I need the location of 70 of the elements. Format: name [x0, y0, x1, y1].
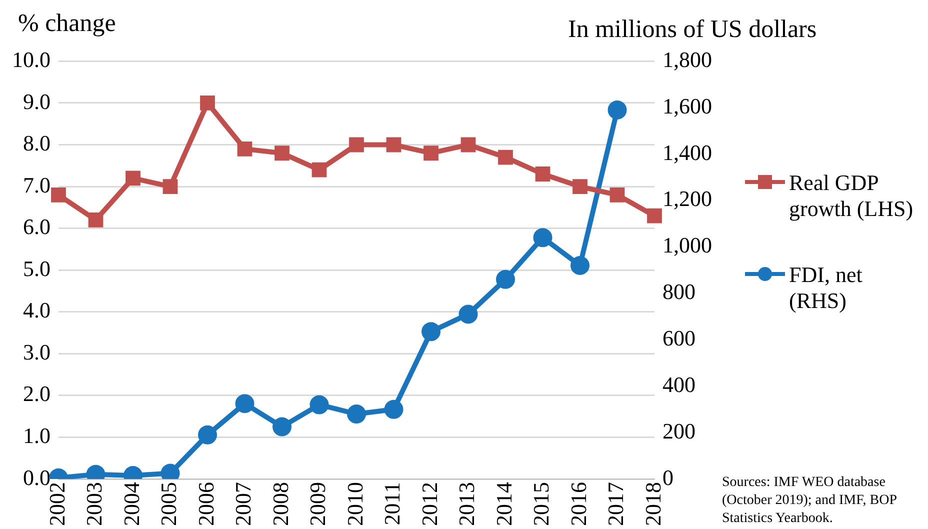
point	[126, 170, 140, 186]
point	[347, 404, 366, 424]
x-tick-label: 2006	[193, 482, 218, 526]
x-tick-label: 2009	[305, 482, 330, 526]
y2-tick-label: 400	[662, 372, 696, 397]
point	[312, 162, 327, 178]
x-tick-label: 2007	[230, 482, 256, 526]
x-tick-label: 2011	[380, 482, 405, 526]
point	[200, 96, 215, 110]
point	[237, 141, 252, 156]
point	[533, 228, 552, 248]
x-tick-label: 2004	[118, 482, 144, 526]
x-tick-label: 2016	[566, 482, 591, 526]
point	[458, 304, 478, 324]
point	[424, 146, 438, 161]
point	[349, 137, 364, 152]
y-tick-label: 9.0	[23, 88, 50, 114]
y-tick-label: 3.0	[23, 339, 50, 364]
y-tick-label: 5.0	[23, 256, 50, 281]
point	[198, 425, 217, 444]
point	[570, 256, 590, 275]
y-tick-label: 4.0	[23, 298, 50, 323]
point	[274, 146, 290, 161]
y2-tick-label: 600	[662, 326, 696, 351]
point	[647, 208, 662, 224]
y-tick-label: 7.0	[23, 172, 50, 198]
point	[88, 212, 104, 228]
x-tick-label: 2014	[491, 482, 516, 526]
y-tick-label: 10.0	[12, 46, 50, 72]
y2-tick-label: 1,800	[662, 46, 712, 72]
point	[498, 150, 513, 165]
legend-label: FDI, net (RHS)	[789, 262, 864, 314]
y-tick-label: 1.0	[23, 423, 50, 448]
y-tick-label: 6.0	[23, 214, 50, 240]
y2-tick-label: 1,600	[662, 93, 712, 118]
source-note: Sources: IMF WEO database (October 2019); and IMF, BOP Statistics Yearbook.	[722, 474, 898, 528]
legend-label: Real GDP growth (LHS)	[789, 170, 914, 222]
point	[460, 137, 476, 152]
y2-tick-label: 1,400	[662, 140, 712, 165]
y-axis-title: % change	[18, 10, 116, 38]
y-tick-label: 8.0	[23, 130, 50, 156]
point	[272, 417, 292, 436]
point	[310, 395, 329, 414]
point	[384, 400, 404, 419]
point	[162, 179, 178, 194]
y2-axis-title: In millions of US dollars	[568, 16, 817, 44]
point	[610, 187, 625, 202]
point	[51, 187, 66, 202]
y2-tick-label: 1,000	[662, 232, 712, 258]
x-tick-label: 2017	[603, 482, 628, 526]
y2-tick-label: 200	[662, 418, 696, 444]
x-tick-label: 2018	[640, 482, 666, 526]
point	[496, 270, 515, 289]
x-tick-label: 2015	[528, 482, 554, 526]
x-tick-label: 2013	[454, 482, 480, 526]
x-tick-label: 2012	[416, 482, 442, 526]
x-tick-label: 2008	[268, 482, 293, 526]
y2-tick-label: 800	[662, 279, 696, 304]
point	[572, 179, 588, 194]
point	[386, 137, 402, 152]
x-tick-label: 2010	[342, 482, 368, 526]
point	[235, 394, 254, 414]
x-tick-label: 2005	[156, 482, 182, 526]
x-tick-label: 2003	[82, 482, 107, 526]
y2-tick-label: 1,200	[662, 186, 712, 212]
point	[535, 166, 550, 182]
point	[422, 322, 440, 342]
y-tick-label: 2.0	[23, 381, 50, 406]
y2-tick-label: 0	[662, 464, 674, 490]
point	[608, 100, 627, 120]
